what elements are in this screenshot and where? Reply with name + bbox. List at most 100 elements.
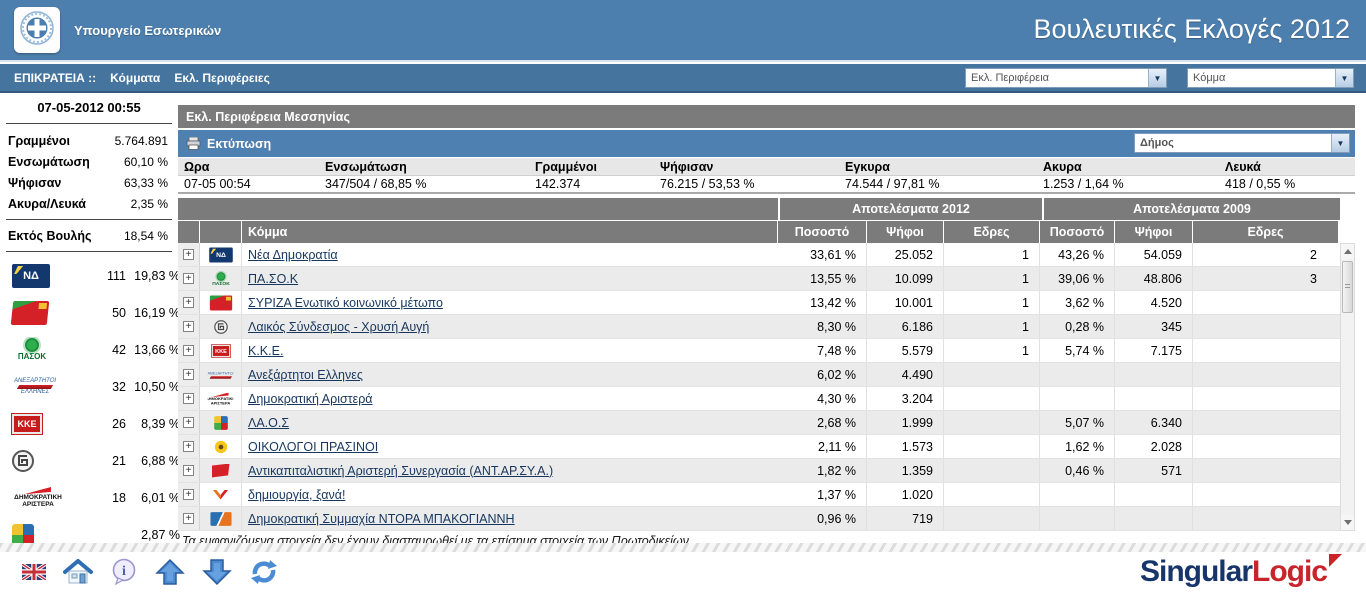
nav-regions[interactable]: Εκλ. Περιφέρειες (174, 70, 270, 85)
seats-2009 (1193, 339, 1323, 362)
col-pct-2012: Ποσοστό (778, 221, 867, 243)
region-select[interactable]: Εκλ. Περιφέρεια ▼ (965, 68, 1167, 88)
party-link[interactable]: ΟΙΚΟΛΟΓΟΙ ΠΡΑΣΙΝΟΙ (248, 439, 379, 454)
pct-2009: 0,28 % (1040, 315, 1115, 338)
municipality-select-value: Δήμος (1140, 137, 1174, 149)
party-link[interactable]: δημιουργία, ξανά! (248, 487, 346, 502)
party-link[interactable]: Κ.Κ.Ε. (248, 343, 284, 358)
xrysi-avgi-logo-icon (213, 319, 228, 334)
votes-2009 (1115, 363, 1193, 386)
anexartitoi-ellines-logo-icon: ΑΝΕΞΑΡΤΗΤΟΙ ΕΛΛΗΝΕΣ (13, 377, 57, 395)
plus-icon[interactable]: + (183, 489, 194, 500)
table-scrollbar[interactable] (1340, 243, 1355, 531)
expand-cell: + (178, 315, 200, 338)
plus-icon[interactable]: + (183, 465, 194, 476)
arrow-down-icon[interactable] (202, 558, 232, 586)
plus-icon[interactable]: + (183, 321, 194, 332)
party-link[interactable]: Αντικαπιταλιστική Αριστερή Συνεργασία (Α… (248, 463, 554, 478)
party-link[interactable]: Λαικός Σύνδεσμος - Χρυσή Αυγή (248, 319, 430, 334)
plus-icon[interactable]: + (183, 513, 194, 524)
plus-icon[interactable]: + (183, 297, 194, 308)
summary-value: 347/504 / 68,85 % (325, 177, 427, 191)
plus-icon[interactable]: + (183, 441, 194, 452)
seats-2009 (1193, 411, 1323, 434)
plus-icon[interactable]: + (183, 369, 194, 380)
chevron-down-icon[interactable]: ▼ (1148, 69, 1166, 87)
scroll-up-arrow[interactable] (1341, 244, 1354, 259)
pct-2012: 7,48 % (778, 339, 867, 362)
pct-2012: 2,68 % (778, 411, 867, 434)
table-row: + ΣΥΡΙΖΑ Ενωτικό κοινωνικό μέτωπο 13,42 … (178, 291, 1355, 315)
plus-icon[interactable]: + (183, 393, 194, 404)
expand-cell: + (178, 363, 200, 386)
print-button[interactable]: Εκτύπωση (207, 136, 272, 151)
party-seats: 42 (112, 342, 126, 357)
summary-value: 07-05 00:54 (184, 177, 251, 191)
home-icon[interactable] (63, 559, 93, 585)
plus-icon[interactable]: + (183, 249, 194, 260)
party-seats: 111 (106, 268, 126, 283)
municipality-select[interactable]: Δήμος ▼ (1134, 133, 1350, 153)
party-link[interactable]: ΛΑ.Ο.Σ (248, 415, 290, 430)
anexartitoi-ellines-logo-icon: ΑΝΕΞΑΡΤΗΤΟΙ (208, 367, 233, 382)
pct-2009 (1040, 363, 1115, 386)
table-column-header: Κόμμα Ποσοστό Ψήφοι Εδρες Ποσοστό Ψήφοι … (178, 221, 1355, 243)
sidebar-party-row: 50 16,19 % (0, 294, 180, 331)
pct-2012: 8,30 % (778, 315, 867, 338)
votes-2012: 4.490 (867, 363, 944, 386)
plus-icon[interactable]: + (183, 417, 194, 428)
votes-2009: 2.028 (1115, 435, 1193, 458)
summary-header: Ενσωμάτωση (325, 159, 407, 174)
divider (6, 219, 172, 220)
party-link[interactable]: Δημοκρατική Αριστερά (248, 391, 373, 406)
party-select[interactable]: Κόμμα ▼ (1187, 68, 1354, 88)
party-pct: 19,83 % (134, 268, 180, 283)
brand-tick-icon (1329, 554, 1342, 567)
pct-2009: 0,46 % (1040, 459, 1115, 482)
chevron-down-icon[interactable]: ▼ (1331, 134, 1349, 152)
party-link[interactable]: ΣΥΡΙΖΑ Ενωτικό κοινωνικό μέτωπο (248, 295, 443, 310)
seats-2012: 1 (944, 243, 1040, 266)
party-link[interactable]: Ανεξάρτητοι Ελληνες (248, 367, 363, 382)
nav-parties[interactable]: Κόμματα (110, 70, 161, 85)
arrow-up-icon[interactable] (155, 558, 185, 586)
party-logo-cell: ΚΚΕ (200, 339, 242, 362)
col-seats-2012: Εδρες (944, 221, 1040, 243)
votes-2009 (1115, 483, 1193, 506)
summary-value: 418 / 0,55 % (1225, 177, 1296, 191)
expand-cell: + (178, 387, 200, 410)
oikologoi-prasinoi-logo-icon (214, 440, 227, 453)
nd-logo-icon: ΝΔ (12, 263, 50, 288)
summary-header: Ακυρα (1043, 159, 1082, 174)
party-link[interactable]: Νέα Δημοκρατία (248, 247, 338, 262)
refresh-icon[interactable] (249, 558, 279, 586)
info-icon[interactable]: i (110, 558, 138, 586)
nav-territory[interactable]: ΕΠΙΚΡΑΤΕΙΑ :: (14, 70, 97, 85)
dimiourgia-xana-logo-icon (206, 486, 236, 504)
sidebar: 07-05-2012 00:55 Γραμμένοι 5.764.891 Ενσω… (0, 96, 180, 592)
expand-cell: + (178, 243, 200, 266)
hatched-divider (0, 543, 1366, 552)
expand-cell: + (178, 459, 200, 482)
party-pct: 2,87 % (141, 527, 180, 542)
plus-icon[interactable]: + (183, 345, 194, 356)
votes-2009: 54.059 (1115, 243, 1193, 266)
seats-2012: 1 (944, 267, 1040, 290)
votes-2012: 10.099 (867, 267, 944, 290)
summary-header: Ωρα (184, 159, 210, 174)
uk-flag-icon[interactable] (22, 564, 46, 580)
table-row: + δημιουργία, ξανά! 1,37 % 1.020 (178, 483, 1355, 507)
party-link[interactable]: ΠΑ.ΣΟ.Κ (248, 271, 299, 286)
summary-header-row: Ωρα Ενσωμάτωση Γραμμένοι Ψήφισαν Εγκυρα … (178, 158, 1355, 176)
plus-icon[interactable]: + (183, 273, 194, 284)
party-link[interactable]: Δημοκρατική Συμμαχία ΝΤΟΡΑ ΜΠΑΚΟΓΙΑΝΝΗ (248, 511, 515, 526)
chevron-down-icon[interactable]: ▼ (1335, 69, 1353, 87)
greek-emblem-icon (19, 10, 55, 51)
pct-2012: 0,96 % (778, 507, 867, 530)
outside-parliament-row: Εκτός Βουλής 18,54 % (0, 225, 178, 246)
scroll-down-arrow[interactable] (1341, 515, 1354, 530)
seats-2009: 2 (1310, 247, 1317, 262)
scrollbar-thumb[interactable] (1342, 261, 1353, 313)
